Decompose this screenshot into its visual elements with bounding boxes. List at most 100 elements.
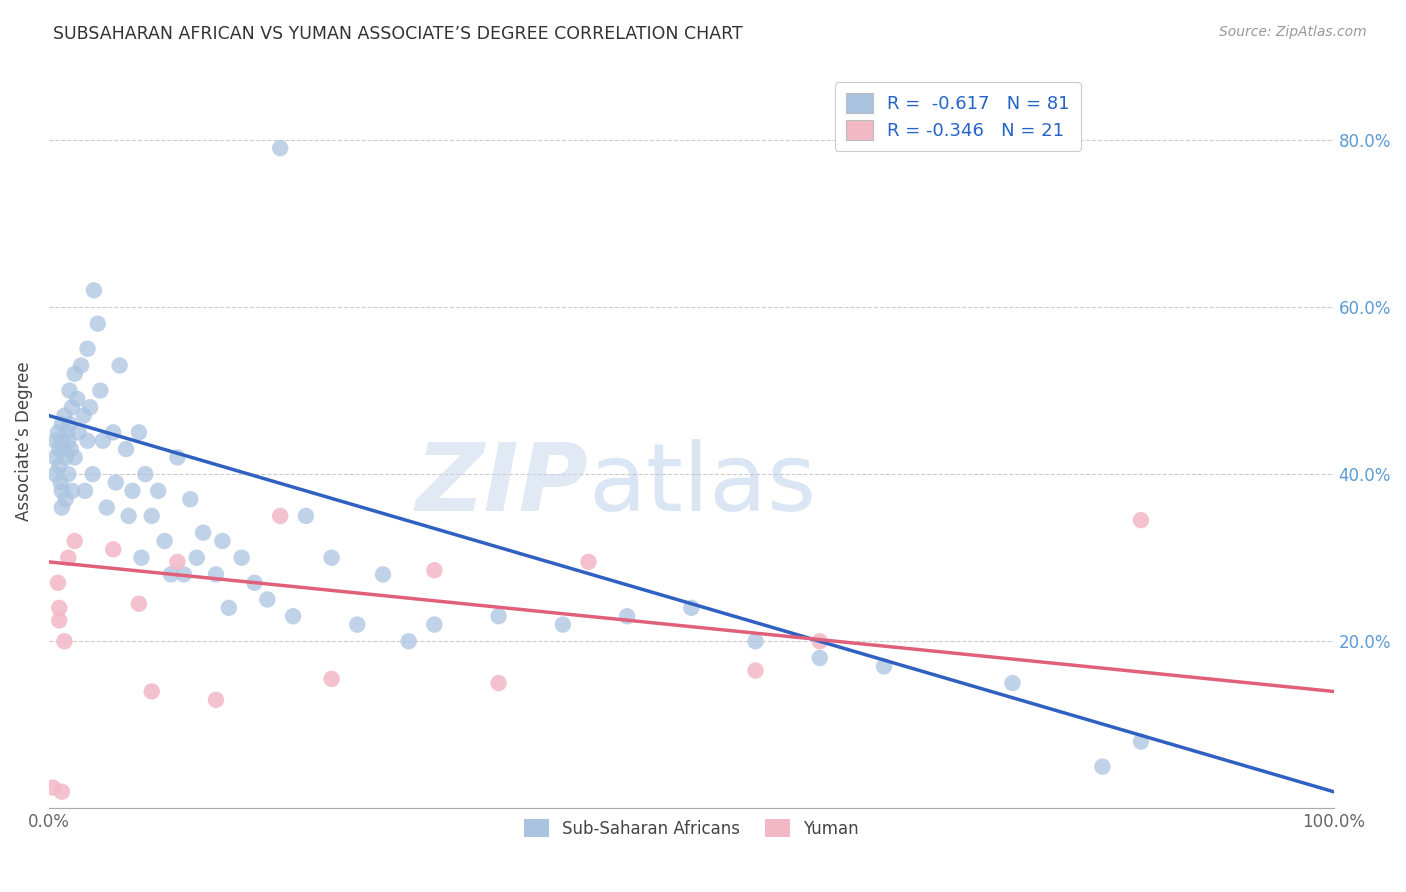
Point xyxy=(808,634,831,648)
Point xyxy=(58,417,80,431)
Point xyxy=(58,384,80,398)
Point xyxy=(1129,734,1152,748)
Legend: Sub-Saharan Africans, Yuman: Sub-Saharan Africans, Yuman xyxy=(517,813,866,844)
Point xyxy=(269,508,291,523)
Point xyxy=(134,467,156,482)
Point xyxy=(51,483,73,498)
Point xyxy=(79,401,101,415)
Point xyxy=(744,664,766,678)
Point xyxy=(398,634,420,648)
Point xyxy=(103,542,125,557)
Point xyxy=(281,609,304,624)
Point xyxy=(48,600,70,615)
Point xyxy=(44,450,66,465)
Point xyxy=(48,614,70,628)
Point xyxy=(103,425,125,440)
Point xyxy=(82,467,104,482)
Point xyxy=(96,500,118,515)
Point xyxy=(87,317,110,331)
Point xyxy=(173,567,195,582)
Point xyxy=(53,409,76,423)
Point xyxy=(321,672,343,686)
Point xyxy=(51,434,73,448)
Point xyxy=(70,359,93,373)
Point xyxy=(321,550,343,565)
Point xyxy=(60,401,83,415)
Point xyxy=(48,442,70,456)
Text: Source: ZipAtlas.com: Source: ZipAtlas.com xyxy=(1219,25,1367,39)
Point xyxy=(179,492,201,507)
Point xyxy=(55,450,77,465)
Point xyxy=(131,550,153,565)
Point xyxy=(58,467,80,482)
Point xyxy=(58,550,80,565)
Point xyxy=(51,500,73,515)
Point xyxy=(205,693,228,707)
Point xyxy=(67,425,90,440)
Point xyxy=(243,575,266,590)
Point xyxy=(186,550,208,565)
Point xyxy=(60,483,83,498)
Point xyxy=(551,617,574,632)
Point xyxy=(89,384,111,398)
Point xyxy=(73,409,96,423)
Point xyxy=(73,483,96,498)
Point xyxy=(295,508,318,523)
Point xyxy=(55,492,77,507)
Point xyxy=(115,442,138,456)
Point xyxy=(191,525,214,540)
Point xyxy=(51,417,73,431)
Point xyxy=(681,600,703,615)
Point xyxy=(423,617,446,632)
Point xyxy=(104,475,127,490)
Point xyxy=(578,555,600,569)
Point xyxy=(1129,513,1152,527)
Text: ZIP: ZIP xyxy=(416,439,589,531)
Point xyxy=(44,467,66,482)
Point xyxy=(46,425,69,440)
Point xyxy=(873,659,896,673)
Point xyxy=(63,367,86,381)
Point xyxy=(63,534,86,549)
Point xyxy=(63,450,86,465)
Point xyxy=(488,609,510,624)
Point xyxy=(141,684,163,698)
Point xyxy=(51,785,73,799)
Y-axis label: Associate’s Degree: Associate’s Degree xyxy=(15,361,32,521)
Point xyxy=(166,450,188,465)
Point xyxy=(76,342,98,356)
Point xyxy=(256,592,278,607)
Point xyxy=(146,483,169,498)
Point xyxy=(42,780,65,795)
Point xyxy=(231,550,253,565)
Point xyxy=(66,392,89,406)
Point xyxy=(108,359,131,373)
Point xyxy=(91,434,114,448)
Point xyxy=(371,567,394,582)
Text: SUBSAHARAN AFRICAN VS YUMAN ASSOCIATE’S DEGREE CORRELATION CHART: SUBSAHARAN AFRICAN VS YUMAN ASSOCIATE’S … xyxy=(53,25,744,43)
Point xyxy=(83,283,105,297)
Point xyxy=(1001,676,1024,690)
Point xyxy=(128,425,150,440)
Point xyxy=(128,597,150,611)
Point xyxy=(269,141,291,155)
Point xyxy=(205,567,228,582)
Point xyxy=(160,567,183,582)
Point xyxy=(141,508,163,523)
Point xyxy=(346,617,368,632)
Point xyxy=(117,508,139,523)
Point xyxy=(44,434,66,448)
Point xyxy=(808,651,831,665)
Point xyxy=(121,483,143,498)
Point xyxy=(1091,759,1114,773)
Point xyxy=(49,475,72,490)
Point xyxy=(76,434,98,448)
Point xyxy=(218,600,240,615)
Point xyxy=(616,609,638,624)
Point xyxy=(58,434,80,448)
Point xyxy=(744,634,766,648)
Point xyxy=(488,676,510,690)
Point xyxy=(211,534,233,549)
Point xyxy=(48,458,70,473)
Point xyxy=(56,425,79,440)
